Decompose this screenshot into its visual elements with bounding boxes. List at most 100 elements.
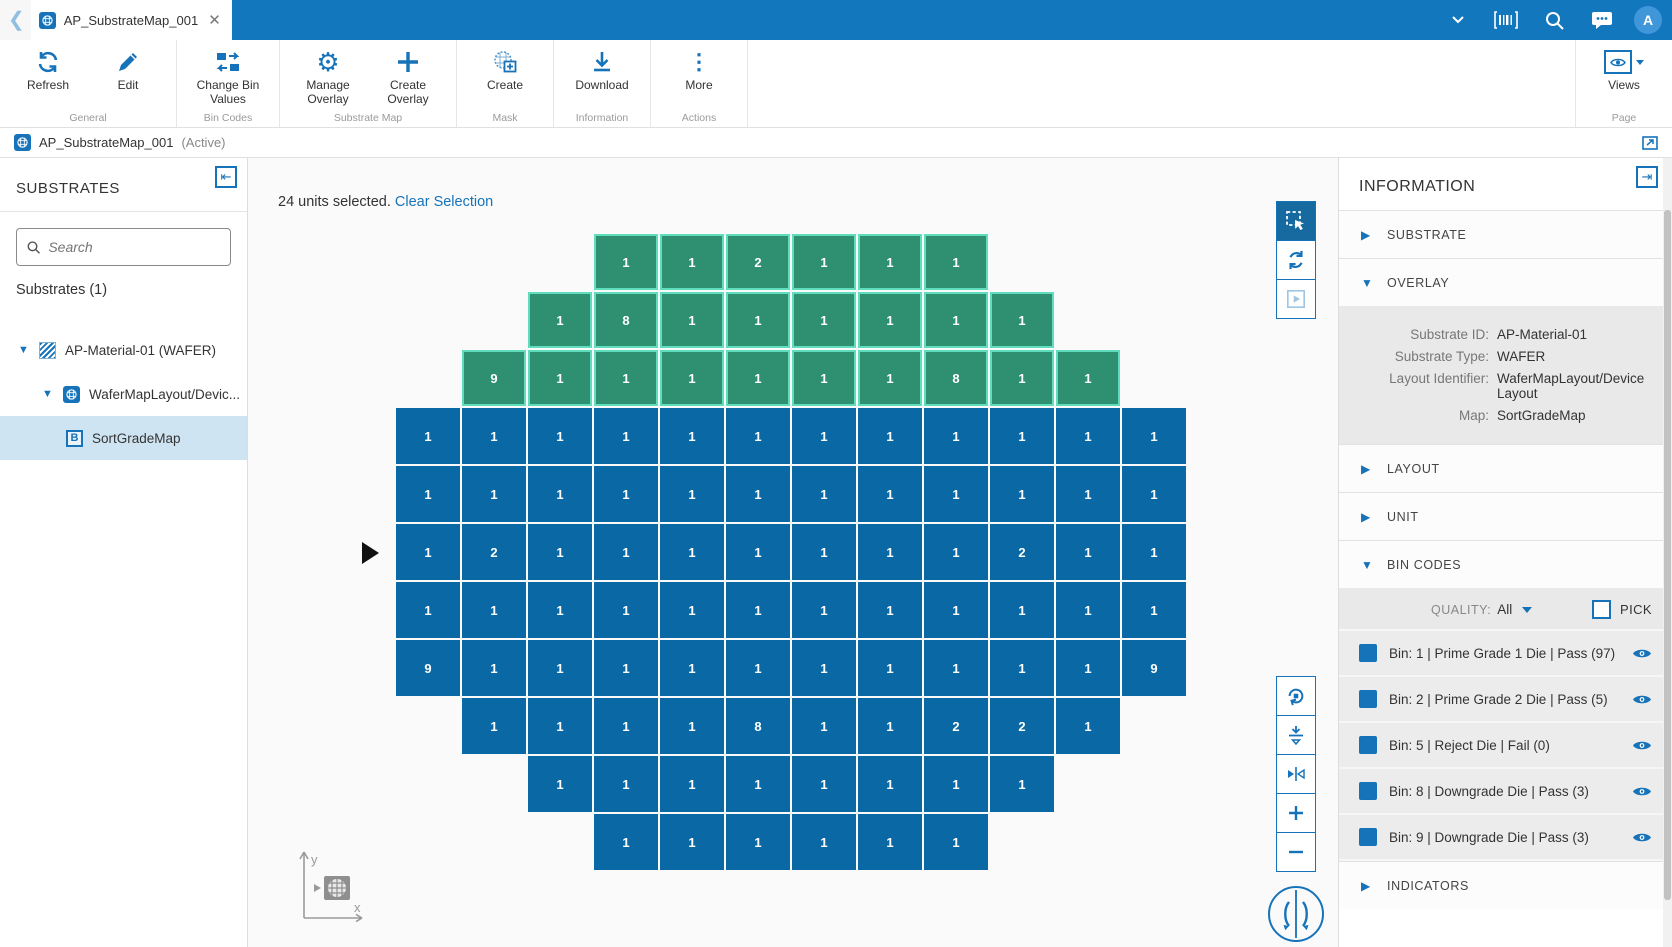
wafer-cell[interactable]: 1	[594, 698, 658, 754]
wafer-cell[interactable]: 1	[462, 698, 526, 754]
wafer-cell[interactable]: 1	[528, 640, 592, 696]
wafer-cell[interactable]: 8	[924, 350, 988, 406]
wafer-cell[interactable]: 1	[858, 698, 922, 754]
quality-value[interactable]: All	[1497, 602, 1513, 617]
wafer-cell[interactable]: 1	[924, 582, 988, 638]
chevron-down-icon[interactable]: ▼	[42, 388, 53, 400]
zoom-out-button[interactable]	[1276, 832, 1316, 872]
wafer-cell[interactable]: 1	[792, 814, 856, 870]
wafer-cell[interactable]: 1	[990, 582, 1054, 638]
wafer-cell[interactable]: 1	[792, 582, 856, 638]
views-dropdown-caret[interactable]	[1636, 59, 1644, 65]
wafer-cell[interactable]: 1	[858, 814, 922, 870]
wafer-cell[interactable]: 1	[792, 466, 856, 522]
pick-checkbox[interactable]	[1592, 600, 1612, 619]
wafer-cell[interactable]: 1	[660, 582, 724, 638]
quality-dropdown-caret[interactable]	[1522, 606, 1533, 613]
wafer-cell[interactable]: 1	[1122, 524, 1186, 580]
wafer-cell[interactable]: 1	[792, 640, 856, 696]
wafer-cell[interactable]: 1	[1122, 408, 1186, 464]
wafer-cell[interactable]: 1	[594, 234, 658, 290]
section-overlay[interactable]: ▼ OVERLAY	[1339, 258, 1672, 306]
wafer-cell[interactable]: 1	[792, 698, 856, 754]
section-substrate[interactable]: ▶ SUBSTRATE	[1339, 210, 1672, 258]
reset-rotation-button[interactable]	[1276, 676, 1316, 716]
back-chevron-icon[interactable]: ❮	[8, 8, 25, 31]
views-button[interactable]: Views	[1584, 48, 1664, 93]
wafer-cell[interactable]: 1	[594, 814, 658, 870]
wafer-cell[interactable]: 2	[990, 524, 1054, 580]
bin-row[interactable]: Bin: 9 | Downgrade Die | Pass (3)	[1339, 815, 1672, 861]
download-button[interactable]: Download	[562, 48, 642, 93]
section-unit[interactable]: ▶ UNIT	[1339, 492, 1672, 540]
bin-row[interactable]: Bin: 2 | Prime Grade 2 Die | Pass (5)	[1339, 677, 1672, 723]
refresh-button[interactable]: Refresh	[8, 48, 88, 93]
wafer-cell[interactable]: 1	[726, 524, 790, 580]
fit-to-height-button[interactable]	[1276, 715, 1316, 755]
wafer-cell[interactable]: 1	[660, 756, 724, 812]
wafer-cell[interactable]: 8	[594, 292, 658, 348]
wafer-cell[interactable]: 1	[1122, 582, 1186, 638]
change-bin-values-button[interactable]: Change Bin Values	[185, 48, 271, 107]
wafer-cell[interactable]: 1	[990, 292, 1054, 348]
scrollbar-thumb[interactable]	[1664, 210, 1671, 900]
wafer-cell[interactable]: 1	[528, 408, 592, 464]
wafer-cell[interactable]: 1	[726, 582, 790, 638]
wafer-cell[interactable]: 1	[462, 640, 526, 696]
visibility-toggle-icon[interactable]	[1632, 739, 1652, 752]
search-icon[interactable]	[1530, 0, 1578, 40]
wafer-cell[interactable]: 1	[858, 466, 922, 522]
wafer-cell[interactable]: 1	[924, 640, 988, 696]
wafer-cell[interactable]: 1	[594, 756, 658, 812]
wafer-cell[interactable]: 1	[792, 524, 856, 580]
wafer-cell[interactable]: 1	[990, 408, 1054, 464]
wafer-cell[interactable]: 1	[462, 466, 526, 522]
wafer-cell[interactable]: 1	[660, 292, 724, 348]
wafer-cell[interactable]: 1	[792, 292, 856, 348]
wafer-cell[interactable]: 1	[990, 350, 1054, 406]
wafer-cell[interactable]: 1	[1122, 466, 1186, 522]
tab-close-icon[interactable]: ✕	[208, 12, 221, 29]
wafer-cell[interactable]: 1	[396, 466, 460, 522]
expand-panel-icon[interactable]: ⇥	[1636, 166, 1658, 188]
wafer-cell[interactable]: 1	[1056, 408, 1120, 464]
wafer-cell[interactable]: 1	[924, 292, 988, 348]
active-tab[interactable]: AP_SubstrateMap_001 ✕	[30, 0, 231, 40]
wafer-cell[interactable]: 1	[660, 234, 724, 290]
wafer-cell[interactable]: 1	[1056, 466, 1120, 522]
wafer-cell[interactable]: 1	[1056, 582, 1120, 638]
wafer-cell[interactable]: 1	[528, 292, 592, 348]
edit-button[interactable]: Edit	[88, 48, 168, 93]
wafer-cell[interactable]: 1	[462, 408, 526, 464]
wafer-cell[interactable]: 1	[660, 466, 724, 522]
wafer-cell[interactable]: 1	[792, 756, 856, 812]
wafer-cell[interactable]: 9	[396, 640, 460, 696]
section-bin-codes[interactable]: ▼ BIN CODES	[1339, 540, 1672, 588]
rotate-dial-control[interactable]	[1268, 886, 1324, 942]
wafer-cell[interactable]: 1	[726, 756, 790, 812]
wafer-cell[interactable]: 1	[528, 350, 592, 406]
wafer-cell[interactable]: 1	[1056, 524, 1120, 580]
wafer-cell[interactable]: 1	[1056, 350, 1120, 406]
zoom-in-button[interactable]	[1276, 793, 1316, 833]
user-avatar[interactable]: A	[1634, 6, 1662, 34]
wafer-cell[interactable]: 2	[990, 698, 1054, 754]
wafer-cell[interactable]: 1	[858, 582, 922, 638]
expand-view-icon[interactable]	[1642, 135, 1658, 150]
search-input[interactable]	[48, 239, 220, 255]
wafer-cell[interactable]: 1	[660, 698, 724, 754]
wafer-cell[interactable]: 1	[858, 408, 922, 464]
breadcrumb-title[interactable]: AP_SubstrateMap_001	[39, 135, 174, 150]
wafer-cell[interactable]: 8	[726, 698, 790, 754]
wafer-cell[interactable]: 1	[660, 408, 724, 464]
wafer-cell[interactable]: 1	[990, 756, 1054, 812]
panel-scrollbar[interactable]	[1663, 158, 1672, 947]
wafer-cell[interactable]: 1	[594, 466, 658, 522]
wafer-cell[interactable]: 1	[924, 524, 988, 580]
create-overlay-button[interactable]: Create Overlay	[368, 48, 448, 107]
clear-selection-link[interactable]: Clear Selection	[394, 194, 494, 210]
wafer-cell[interactable]: 1	[660, 814, 724, 870]
wafer-cell[interactable]: 1	[924, 234, 988, 290]
visibility-toggle-icon[interactable]	[1632, 831, 1652, 844]
wafer-cell[interactable]: 1	[858, 756, 922, 812]
